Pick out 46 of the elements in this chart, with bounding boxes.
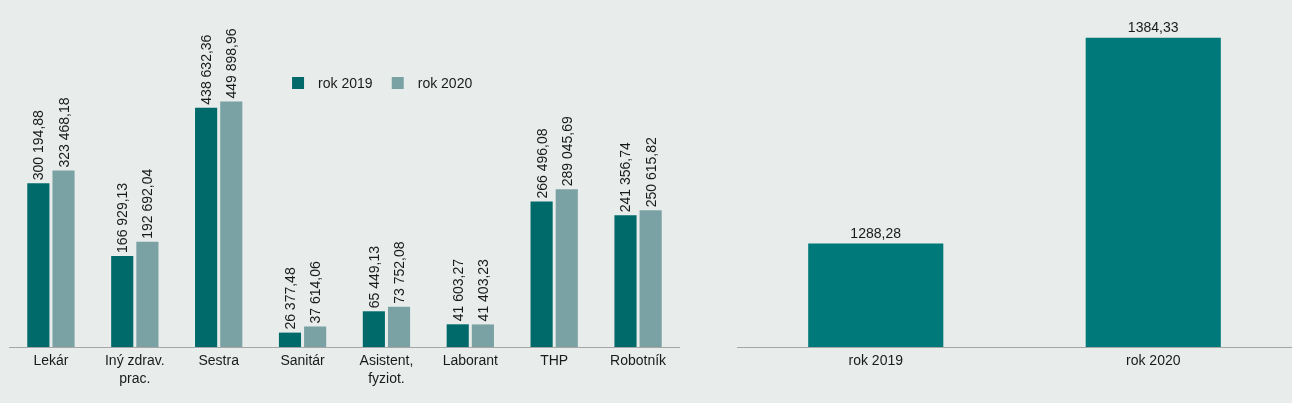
data-label: 37 614,06 (307, 260, 324, 324)
bar (111, 255, 134, 347)
bar (278, 332, 302, 347)
data-label: 41 603,27 (449, 258, 466, 322)
data-label: 1384,33 (1127, 18, 1179, 35)
legend-label: rok 2020 (417, 75, 473, 92)
x-tick-label: rok 2019 (848, 351, 904, 368)
bar (52, 170, 75, 347)
x-tick-label: Sestra (198, 351, 240, 368)
legend-label: rok 2019 (318, 75, 373, 92)
data-label: 266 496,08 (533, 128, 550, 199)
x-tick-label: THP (540, 351, 569, 368)
data-label: 192 692,04 (139, 168, 156, 239)
data-label: 1288,28 (850, 224, 902, 241)
bar (446, 324, 469, 347)
bar (614, 215, 637, 347)
data-label: 241 356,74 (617, 142, 634, 213)
bar (639, 210, 662, 347)
bar (555, 189, 578, 347)
data-label: 65 449,13 (365, 245, 382, 309)
bar (471, 324, 494, 347)
data-label: 323 468,18 (55, 97, 72, 168)
bar (195, 107, 218, 347)
x-tick-label: Lekár (33, 351, 69, 368)
x-tick-label: Iný zdrav. prac. (104, 351, 165, 386)
data-label: 449 898,96 (223, 28, 240, 99)
x-tick-label: Asistent, fyziot. (359, 351, 414, 386)
x-tick-label: rok 2020 (1126, 351, 1181, 368)
bar (387, 306, 411, 347)
bar (27, 183, 50, 347)
bar (304, 326, 327, 347)
data-label: 300 194,88 (30, 109, 47, 181)
bar (530, 201, 553, 347)
data-label: 41 403,23 (474, 258, 491, 322)
data-label: 26 377,48 (281, 267, 298, 330)
bar (362, 311, 385, 347)
bar (136, 241, 159, 347)
data-label: 166 929,13 (114, 182, 131, 253)
data-label: 438 632,36 (198, 34, 215, 105)
data-label: 250 615,82 (642, 136, 659, 208)
bar (220, 101, 243, 347)
x-tick-label: Laborant (442, 351, 499, 368)
data-label: 73 752,08 (391, 241, 408, 304)
data-label: 289 045,69 (558, 116, 575, 187)
x-tick-label: Robotník (610, 351, 668, 368)
x-tick-label: Sanitár (280, 351, 326, 368)
